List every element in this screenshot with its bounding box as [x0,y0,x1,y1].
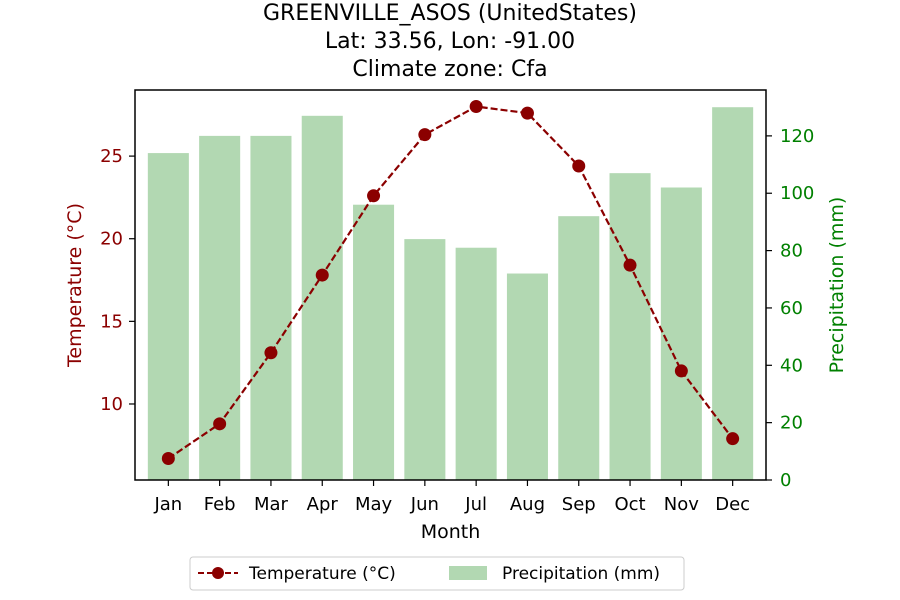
x-tick-label: Aug [510,494,545,515]
legend-box [189,556,685,591]
x-tick-label: Jun [410,494,439,515]
temperature-point [520,106,534,120]
temperature-point [367,189,381,203]
precipitation-bar [301,115,343,480]
chart-title: GREENVILLE_ASOS (UnitedStates) Lat: 33.5… [0,0,900,84]
temperature-point [623,258,637,272]
y-axis-temperature: 10 15 20 25 [100,146,135,415]
title-line-coordinates: Lat: 33.56, Lon: -91.00 [324,29,576,54]
y-right-tick-label: 120 [780,126,814,147]
legend-temperature-marker [212,567,224,579]
temperature-point [161,452,175,466]
x-tick-label: Oct [614,494,645,515]
title-line-station: GREENVILLE_ASOS (UnitedStates) [263,1,637,26]
y-right-tick-label: 40 [780,355,803,376]
x-tick-label: Apr [307,494,339,515]
temperature-point [213,417,227,431]
x-tick-label: Nov [664,494,699,515]
precipitation-bar [404,239,446,480]
y-axis-right-label: Precipitation (mm) [826,197,848,374]
y-right-tick-label: 20 [780,413,803,434]
x-tick-label: Jul [464,494,487,515]
x-tick-label: Jan [153,494,182,515]
precipitation-bar [609,173,651,481]
y-left-tick-label: 25 [100,146,123,167]
y-axis-left-label: Temperature (°C) [64,203,86,368]
y-axis-precipitation: 0 20 40 60 80 100 120 [766,126,814,491]
precipitation-bars [147,107,754,481]
precipitation-bar [353,204,395,481]
temperature-point [674,364,688,378]
legend-temperature-label: Temperature (°C) [248,564,396,584]
y-left-tick-label: 15 [100,311,123,332]
legend-precipitation-label: Precipitation (mm) [502,564,660,584]
precipitation-bar [455,247,497,480]
temperature-point [315,268,329,282]
x-tick-label: Sep [562,494,596,515]
precipitation-bar [506,273,548,480]
plot-frame [134,89,767,481]
y-right-tick-label: 60 [780,298,803,319]
y-left-tick-label: 10 [100,394,123,415]
x-axis-label: Month [421,521,481,543]
x-tick-label: Feb [204,494,236,515]
temperature-series [161,100,740,466]
x-tick-label: May [355,494,393,515]
precipitation-bar [660,187,702,480]
temperature-point [469,100,483,114]
temperature-point [726,432,740,446]
y-right-tick-label: 100 [780,183,814,204]
y-right-tick-label: 0 [780,470,791,491]
title-line-climate-zone: Climate zone: Cfa [352,57,548,82]
temperature-point [264,346,278,360]
temperature-point [418,128,432,142]
temperature-point [572,159,586,173]
precipitation-bar [558,216,600,481]
temperature-line [167,105,734,460]
x-tick-label: Dec [715,494,750,515]
precipitation-bar [250,135,292,480]
legend-precipitation-swatch [449,566,487,580]
x-axis: Jan Feb Mar Apr May Jun Jul Aug Sep Oct Nov Dec [153,480,750,515]
precipitation-bar [147,153,189,480]
y-right-tick-label: 80 [780,241,803,262]
y-left-tick-label: 20 [100,229,123,250]
legend: Temperature (°C) Precipitation (mm) [189,556,685,591]
precipitation-bar [712,107,754,481]
x-tick-label: Mar [254,494,289,515]
